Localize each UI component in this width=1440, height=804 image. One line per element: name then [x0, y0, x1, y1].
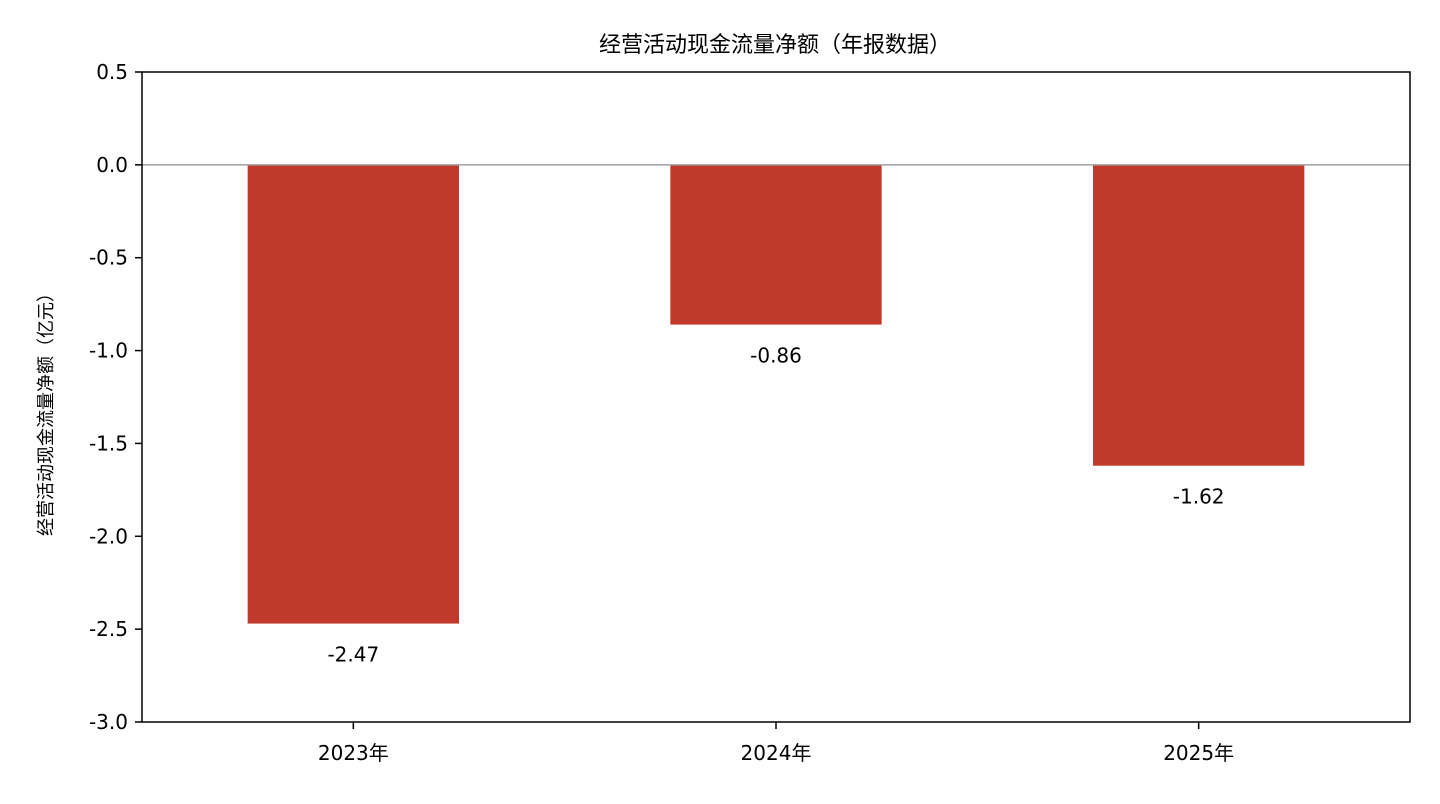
y-tick-label: -1.5	[89, 431, 128, 455]
x-tick-label: 2024年	[741, 741, 812, 765]
data-label: -2.47	[327, 643, 379, 667]
x-tick-label: 2025年	[1163, 741, 1234, 765]
y-tick-label: -2.5	[89, 617, 128, 641]
bar	[247, 164, 459, 624]
y-tick-label: -0.5	[89, 246, 128, 270]
data-label: -0.86	[750, 344, 802, 368]
y-tick-label: -1.0	[89, 339, 128, 363]
y-tick-label: -3.0	[89, 710, 128, 734]
y-axis-label: 经营活动现金流量净额（亿元）	[36, 284, 57, 536]
x-tick-label: 2023年	[318, 741, 389, 765]
y-tick-label: -2.0	[89, 524, 128, 548]
chart-title: 经营活动现金流量净额（年报数据）	[599, 33, 951, 58]
y-tick-label: 0.0	[96, 153, 128, 177]
data-label: -1.62	[1173, 485, 1225, 509]
bar	[670, 164, 882, 325]
bar	[1093, 164, 1305, 466]
plot-area: 0.5 0.0 -0.5 -1.0 -1.5 -2.0 -2.5 -3.0 2023年 2024年…	[89, 60, 1411, 765]
y-tick-label: 0.5	[96, 60, 128, 84]
